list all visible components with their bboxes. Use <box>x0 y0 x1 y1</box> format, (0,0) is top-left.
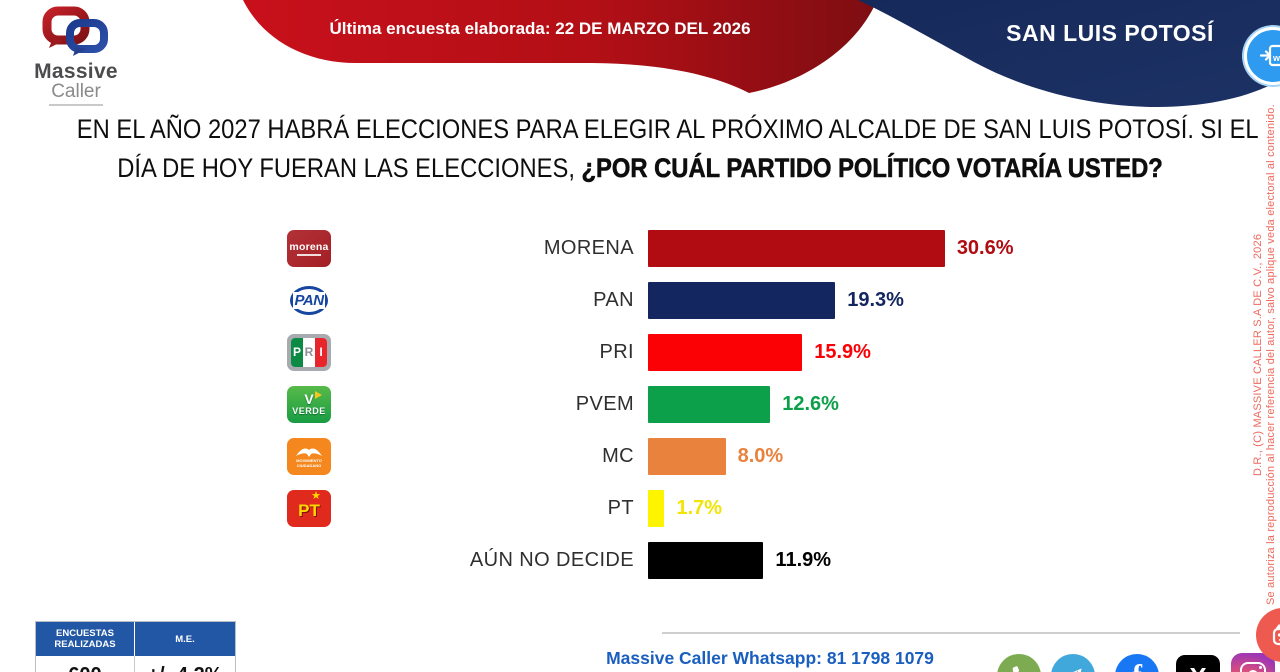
stats-header-encuestas: ENCUESTAS REALIZADAS <box>36 622 135 656</box>
question-line-1: EN EL AÑO 2027 HABRÁ ELECCIONES PARA ELE… <box>76 114 1259 144</box>
bar-pan <box>648 281 836 319</box>
bar-pri <box>648 333 803 371</box>
party-label: PRI <box>599 340 634 363</box>
x-twitter-icon[interactable] <box>1176 655 1220 672</box>
massive-caller-logo: Massive Caller <box>20 6 132 106</box>
pvem-logo: V VERDE <box>285 385 333 423</box>
bar-value: 30.6% <box>956 236 1014 259</box>
copyright-sidebar: D.R., (C) MASSIVE CALLER S.A DE C.V., 20… <box>1252 95 1277 615</box>
whatsapp-icon[interactable] <box>997 654 1041 672</box>
facebook-icon[interactable] <box>1115 654 1159 672</box>
bar-aun-no-decide <box>648 541 764 579</box>
bar-value: 19.3% <box>847 288 904 311</box>
header-ribbons <box>243 0 1280 107</box>
bar-mc <box>648 437 726 475</box>
sample-stats-table: ENCUESTAS REALIZADAS M.E. 600 +/- 4.2% <box>35 621 236 672</box>
bar-value: 1.7% <box>676 496 723 519</box>
party-label: AÚN NO DECIDE <box>469 548 634 571</box>
navy-ribbon-shape <box>858 0 1280 107</box>
chart-row-pt: ★ PT PT 1.7% <box>285 482 1085 534</box>
stats-value-encuestas: 600 <box>36 656 135 672</box>
chart-row-pan: PAN PAN 19.3% <box>285 274 1085 326</box>
red-ribbon-shape <box>243 0 877 93</box>
survey-date-banner: Última encuesta elaborada: 22 DE MARZO D… <box>329 19 751 38</box>
mc-eagle-icon <box>296 447 322 457</box>
bar-pvem <box>648 385 771 423</box>
logo-word-massive: Massive <box>34 60 118 83</box>
instagram-icon[interactable] <box>1231 653 1275 672</box>
star-icon: ★ <box>311 489 321 502</box>
morena-logo: morena <box>285 229 333 267</box>
party-label: MORENA <box>543 236 634 259</box>
chart-row-mc: MOVIMIENTO CIUDADANO MC 8.0% <box>285 430 1085 482</box>
party-label: PAN <box>593 288 634 311</box>
bar-value: 12.6% <box>782 392 839 415</box>
pan-logo: PAN <box>285 282 333 319</box>
svg-text:w: w <box>1272 53 1280 63</box>
region-title: SAN LUIS POTOSÍ <box>1006 20 1214 46</box>
question-emphasis: ¿POR CUÁL PARTIDO POLÍTICO VOTARÍA USTED… <box>581 153 1163 184</box>
bar-pt <box>648 489 665 527</box>
party-label: PT <box>607 496 634 519</box>
poll-question: EN EL AÑO 2027 HABRÁ ELECCIONES PARA ELE… <box>0 110 1280 188</box>
telegram-icon[interactable] <box>1051 654 1095 672</box>
copyright-line-1: D.R., (C) MASSIVE CALLER S.A DE C.V., 20… <box>1252 233 1264 477</box>
mc-logo: MOVIMIENTO CIUDADANO <box>285 437 333 475</box>
logo-word-caller: Caller <box>51 81 101 102</box>
pt-logo: ★ PT <box>285 489 333 527</box>
bar-morena <box>648 229 945 267</box>
party-label: MC <box>602 444 634 467</box>
chart-row-aun-no-decide: AÚN NO DECIDE 11.9% <box>285 534 1085 586</box>
whatsapp-contact: Massive Caller Whatsapp: 81 1798 1079 <box>606 648 934 668</box>
chart-row-pvem: V VERDE PVEM 12.6% <box>285 378 1085 430</box>
stats-header-me: M.E. <box>175 633 195 645</box>
chat-bubbles-icon <box>42 6 108 56</box>
bar-value: 11.9% <box>775 548 832 571</box>
copyright-line-2: Se autoriza la reproducción al hacer ref… <box>1265 104 1277 606</box>
bar-value: 15.9% <box>814 340 871 363</box>
stats-value-me: +/- 4.2% <box>135 656 235 672</box>
question-line-2: DÍA DE HOY FUERAN LAS ELECCIONES, ¿POR C… <box>117 153 1163 184</box>
logo-tagline-rule <box>49 104 103 106</box>
bar-value: 8.0% <box>737 444 784 467</box>
footer-divider <box>662 632 1240 634</box>
party-label: PVEM <box>575 392 634 415</box>
chart-row-morena: morena MORENA 30.6% <box>285 222 1085 274</box>
